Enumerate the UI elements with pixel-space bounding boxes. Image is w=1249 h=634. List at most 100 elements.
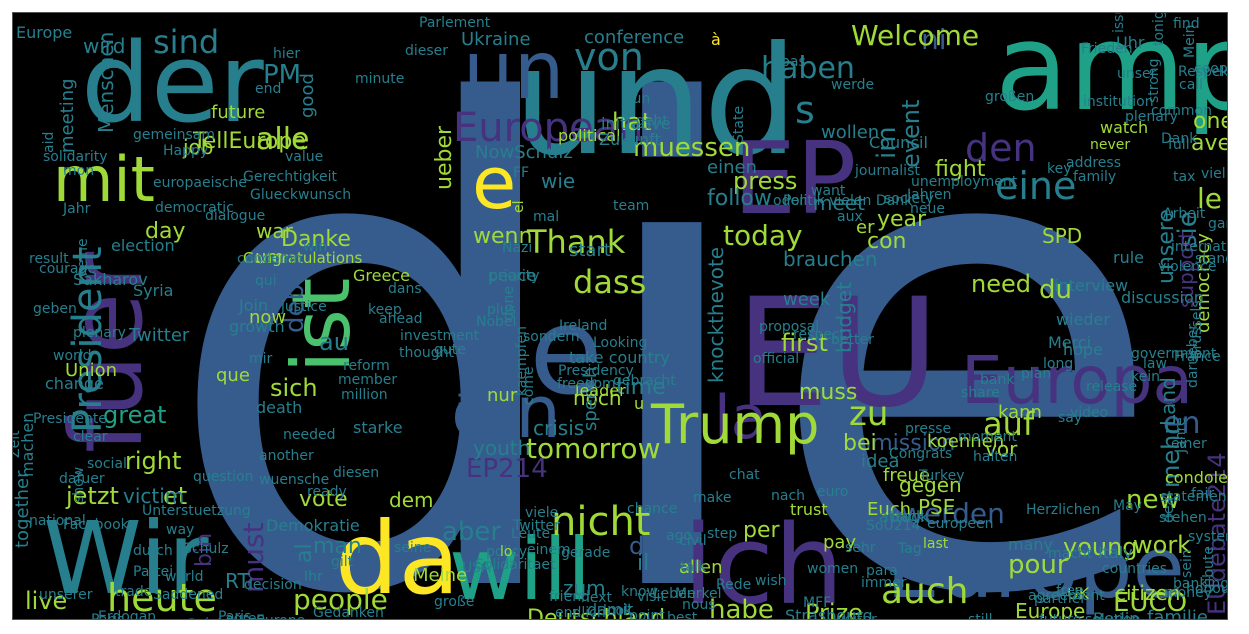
cloud-word: Respekt xyxy=(1178,64,1228,80)
cloud-word: day xyxy=(145,219,185,244)
cloud-word: plenary xyxy=(1125,109,1178,125)
cloud-word: gemeinsam xyxy=(133,127,215,143)
cloud-word: Wir xyxy=(43,500,209,617)
cloud-word: avec xyxy=(1191,131,1228,156)
cloud-word: trust xyxy=(790,500,828,519)
cloud-word: proposal xyxy=(759,319,819,335)
cloud-word: EUCO xyxy=(1113,588,1187,618)
cloud-word: bin xyxy=(192,533,217,567)
cloud-word: discussion xyxy=(1121,288,1204,307)
cloud-word: dem xyxy=(389,488,433,512)
cloud-word: come xyxy=(521,366,537,405)
cloud-word: SoU214 xyxy=(866,518,921,534)
cloud-word: Congrats xyxy=(889,446,952,462)
cloud-word: von xyxy=(574,35,644,79)
cloud-word: kaempfen xyxy=(514,326,530,396)
cloud-word: man xyxy=(313,534,362,559)
cloud-word: Welcome xyxy=(851,19,979,52)
cloud-word: wird xyxy=(83,34,125,58)
cloud-word: respect xyxy=(793,327,846,343)
cloud-word: people xyxy=(293,583,388,616)
cloud-word: chance xyxy=(627,501,677,517)
cloud-word: investment xyxy=(400,328,480,344)
cloud-word: sich xyxy=(270,374,318,402)
cloud-word: world xyxy=(165,569,204,585)
cloud-word: Happy xyxy=(163,143,208,159)
cloud-word: initiative xyxy=(601,114,671,133)
cloud-word: President xyxy=(65,246,111,433)
cloud-word: future xyxy=(211,102,265,123)
cloud-word: Brussels xyxy=(1189,300,1205,359)
cloud-word: Europe xyxy=(16,23,72,42)
cloud-word: peace xyxy=(488,266,536,285)
cloud-word: sind xyxy=(153,23,219,61)
cloud-word: amp xyxy=(995,13,1228,138)
cloud-word: mon xyxy=(63,163,94,179)
cloud-word: ich xyxy=(683,501,844,620)
cloud-word: Presidente xyxy=(33,411,107,427)
cloud-word: Schulz xyxy=(183,541,229,557)
cloud-word: solidarity xyxy=(43,149,108,165)
cloud-word: geben xyxy=(33,301,77,317)
cloud-word: cooperation xyxy=(1194,61,1228,77)
cloud-word: el xyxy=(511,200,527,213)
cloud-word: haben xyxy=(761,51,855,86)
cloud-word: Paris xyxy=(218,609,251,620)
cloud-word: gebracht xyxy=(613,373,676,389)
cloud-word: free xyxy=(1056,583,1084,599)
cloud-word: un xyxy=(463,24,564,117)
cloud-word: familie xyxy=(1147,607,1208,620)
cloud-word: strong xyxy=(1146,58,1162,103)
cloud-word: Ihr xyxy=(304,569,323,585)
cloud-word: koennen xyxy=(927,431,1004,452)
cloud-word: hat xyxy=(612,108,651,136)
cloud-word: together xyxy=(13,470,33,548)
cloud-word: event xyxy=(897,100,925,168)
cloud-word: pour xyxy=(1008,550,1068,580)
cloud-word: diesen xyxy=(333,465,379,481)
cloud-word: di xyxy=(629,532,651,560)
cloud-word: viel xyxy=(1201,166,1226,182)
cloud-word: wollen xyxy=(821,122,879,143)
cloud-word: Presidency xyxy=(558,363,634,379)
cloud-word: keine xyxy=(75,238,91,276)
cloud-word: stehen xyxy=(1159,510,1207,526)
cloud-word: di e xyxy=(161,13,1169,620)
cloud-word: wieder xyxy=(1056,310,1110,329)
cloud-word: Uhr xyxy=(1116,33,1145,52)
cloud-word: Europe xyxy=(886,519,1185,618)
cloud-word: Zukunft xyxy=(599,130,661,149)
cloud-word: Saddened xyxy=(153,587,223,603)
cloud-word: keep xyxy=(368,302,402,318)
cloud-word: fuer xyxy=(48,251,165,453)
cloud-word: wenn xyxy=(473,224,532,249)
cloud-word: courage xyxy=(39,261,96,277)
cloud-word: e xyxy=(472,141,516,225)
cloud-word: countries xyxy=(1102,561,1167,577)
cloud-word: einem xyxy=(527,542,571,558)
cloud-word: show xyxy=(71,467,87,503)
cloud-word: im xyxy=(872,126,902,159)
cloud-word: knockthevote xyxy=(704,247,728,383)
cloud-word: ganz xyxy=(1208,216,1228,232)
cloud-word: euro xyxy=(817,484,849,500)
cloud-word: Europe xyxy=(256,613,305,620)
cloud-word: il xyxy=(637,551,649,576)
cloud-word: forward xyxy=(411,618,472,620)
cloud-word: support xyxy=(1174,231,1198,308)
cloud-word: look xyxy=(603,603,633,619)
cloud-word: Sakharov xyxy=(73,270,148,289)
cloud-word: conference xyxy=(584,27,684,48)
cloud-word: call xyxy=(1179,77,1203,93)
cloud-word: Tag xyxy=(897,541,922,557)
cloud-word: freue xyxy=(883,465,930,486)
cloud-word: unemployment xyxy=(911,174,1018,190)
cloud-word: system xyxy=(1188,529,1228,545)
cloud-word: deal xyxy=(1161,493,1177,523)
cloud-word: Berlin xyxy=(1093,609,1139,620)
cloud-word: mal xyxy=(533,209,559,225)
cloud-word: Land xyxy=(1156,377,1180,426)
cloud-word: political xyxy=(558,126,621,145)
cloud-word: chat xyxy=(729,467,760,483)
